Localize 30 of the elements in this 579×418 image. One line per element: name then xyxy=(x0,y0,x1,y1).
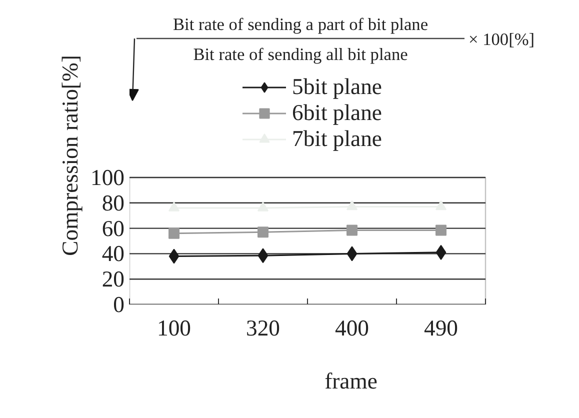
y-axis-title: Compression ratio[%] xyxy=(58,55,83,256)
x-tick-label: 100 xyxy=(157,316,191,340)
legend-label: 6bit plane xyxy=(292,100,382,126)
x-tick-label: 400 xyxy=(335,316,369,340)
point xyxy=(258,226,268,238)
point xyxy=(346,200,358,210)
y-tick-label: 0 xyxy=(113,292,124,317)
legend-label: 7bit plane xyxy=(292,126,382,152)
point xyxy=(346,224,358,236)
y-tick-label: 60 xyxy=(102,216,124,241)
x-axis-title: frame xyxy=(324,368,378,394)
point xyxy=(168,248,180,264)
x-tick-label: 490 xyxy=(424,316,458,340)
y-tick-label: 100 xyxy=(90,165,124,190)
text: Bit rate of sending a part of bit plane xyxy=(172,15,428,34)
point xyxy=(436,244,446,260)
text: × 100[%] xyxy=(468,30,535,49)
text: Bit rate of sending all bit plane xyxy=(193,45,408,64)
y-tick-label: 20 xyxy=(102,266,124,292)
point xyxy=(436,200,446,210)
y-tick-label: 40 xyxy=(102,241,124,266)
point xyxy=(436,224,446,236)
point xyxy=(258,202,268,212)
y-tick-label: 80 xyxy=(102,190,124,216)
x-tick-label: 320 xyxy=(246,316,280,340)
point xyxy=(258,248,268,264)
point xyxy=(168,202,180,212)
legend-label: 5bit plane xyxy=(292,74,382,100)
point xyxy=(168,228,180,239)
point xyxy=(346,246,358,262)
